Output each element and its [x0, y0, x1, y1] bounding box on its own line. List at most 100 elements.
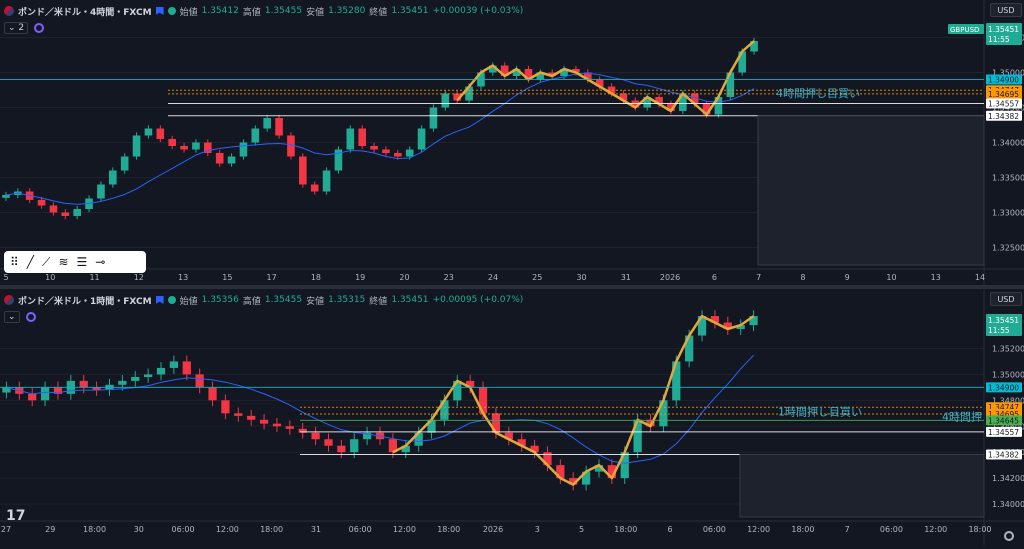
channel-icon[interactable]: ≋ [58, 255, 69, 269]
open-label: 始値 [179, 7, 198, 18]
price-label-box [986, 449, 1022, 460]
candle-body [322, 170, 331, 192]
x-tick-label: 14 [975, 273, 985, 282]
price-label-text: 1.34695 [988, 410, 1019, 419]
settings-gear-icon[interactable] [1004, 531, 1014, 541]
x-tick-label: 5 [3, 273, 8, 282]
price-label-text: 1.34747 [988, 403, 1019, 412]
candle-body [227, 156, 236, 164]
drawing-toolbar: ⠿ ╱ ⟋ ≋ ☰ ⊸ [4, 251, 146, 273]
drag-handle-icon[interactable]: ⠿ [10, 255, 19, 269]
chart-panel-4h[interactable]: 1.355001.350001.345001.340001.335001.330… [0, 0, 1024, 285]
candle-body [144, 374, 153, 377]
indicator-row-1h: ⌄ [4, 311, 36, 323]
candle-body [109, 170, 117, 185]
x-tick-label: 29 [45, 525, 55, 534]
x-tick-label: 12 [134, 273, 144, 282]
candle-body [504, 432, 513, 440]
current-price-text: 11:55 [988, 35, 1010, 44]
trend-line-icon[interactable]: ╱ [26, 255, 35, 269]
indicator-collapse-button[interactable]: ⌄ [4, 311, 20, 323]
low-value: 1.35280 [328, 6, 366, 16]
close-value: 1.35451 [391, 295, 429, 305]
low-label: 安値 [306, 7, 325, 18]
symbol-title-1h[interactable]: ポンド／米ドル・1時間・FXCM [18, 296, 152, 307]
x-tick-label: 30 [134, 525, 144, 534]
x-tick-label: 5 [579, 525, 584, 534]
y-tick-label: 1.33500 [992, 174, 1024, 183]
price-label-box [986, 426, 1022, 437]
y-tick-label: 1.35200 [992, 344, 1024, 353]
candle-body [156, 367, 166, 375]
low-value: 1.35315 [328, 295, 366, 305]
candle-body [37, 199, 46, 206]
x-tick-label: 2026 [483, 525, 503, 534]
y-tick-label: 1.34200 [992, 474, 1024, 483]
price-label-text: 1.34382 [988, 112, 1019, 121]
x-tick-label: 19 [355, 273, 365, 282]
horizontal-ray-icon[interactable]: ⊸ [95, 255, 106, 269]
candle-body [370, 146, 378, 150]
candle-body [726, 72, 735, 97]
x-tick-label: 13 [931, 273, 941, 282]
change-value: +0.00039 (+0.03%) [432, 6, 524, 16]
candle-body [144, 128, 153, 136]
tradingview-logo-icon: 17 [6, 508, 26, 524]
chart-panel-1h[interactable]: 1.352001.350001.348001.346001.344001.342… [0, 289, 1024, 545]
price-label-text: 1.34382 [988, 451, 1019, 460]
indicator-collapse-button[interactable]: ⌄ 2 [4, 22, 29, 34]
candle-body [259, 419, 269, 424]
candle-body [530, 445, 539, 453]
candle-body [489, 65, 497, 73]
price-label-box [986, 415, 1022, 426]
open-value: 1.35356 [201, 295, 239, 305]
y-tick-label: 1.34000 [992, 500, 1024, 509]
low-label: 安値 [306, 296, 325, 307]
x-tick-label: 12:00 [924, 525, 947, 534]
candle-body [572, 69, 580, 73]
symbol-header-4h: ポンド／米ドル・4時間・FXCM 始値 1.35412 高値 1.35455 安値 1… [4, 4, 523, 18]
bookmark-icon[interactable] [155, 296, 164, 304]
candle-body [156, 128, 165, 139]
candle-body [548, 72, 556, 76]
candle-body [750, 41, 758, 52]
candle-body [324, 439, 333, 446]
bookmark-icon[interactable] [155, 7, 164, 15]
chart-4h-canvas[interactable]: 1.355001.350001.345001.340001.335001.330… [0, 0, 1024, 285]
x-tick-label: 12:00 [747, 525, 770, 534]
candle-body [215, 153, 224, 164]
candle-body [524, 69, 533, 80]
price-label-text: 1.34557 [988, 428, 1019, 437]
candle-body [195, 374, 204, 388]
x-tick-label: 2026 [660, 273, 680, 282]
symbol-header-1h: ポンド／米ドル・1時間・FXCM 始値 1.35356 高値 1.35455 安値 1… [4, 293, 523, 307]
candle-body [2, 195, 10, 198]
candle-body [405, 149, 414, 157]
candle-body [453, 93, 461, 101]
fib-icon[interactable]: ☰ [76, 255, 88, 269]
currency-select-top[interactable]: USD [990, 3, 1022, 17]
open-label: 始値 [179, 296, 198, 307]
currency-select-bottom[interactable]: USD [990, 292, 1022, 306]
indicator-icon[interactable] [34, 23, 45, 33]
symbol-badge-box [948, 24, 984, 34]
candle-body [659, 400, 668, 427]
pane-divider[interactable] [0, 285, 1024, 289]
high-value: 1.35455 [264, 295, 303, 305]
candle-body [690, 93, 699, 104]
symbol-title-4h[interactable]: ポンド／米ドル・4時間・FXCM [18, 7, 152, 18]
x-tick-label: 13 [178, 273, 188, 282]
y-tick-label: 1.34800 [992, 396, 1024, 405]
indicator-icon[interactable] [25, 312, 36, 322]
x-tick-label: 12:00 [393, 525, 416, 534]
annotation-text-right: 4時間押 [942, 410, 982, 424]
x-tick-label: 18:00 [437, 525, 460, 534]
ray-icon[interactable]: ⟋ [42, 254, 51, 269]
chart-1h-canvas[interactable]: 1.352001.350001.348001.346001.344001.342… [0, 289, 1024, 545]
candle-body [560, 69, 568, 76]
candle-body [120, 156, 129, 171]
close-value: 1.35451 [391, 6, 429, 16]
candle-body [299, 156, 307, 185]
candle-body [310, 184, 319, 192]
